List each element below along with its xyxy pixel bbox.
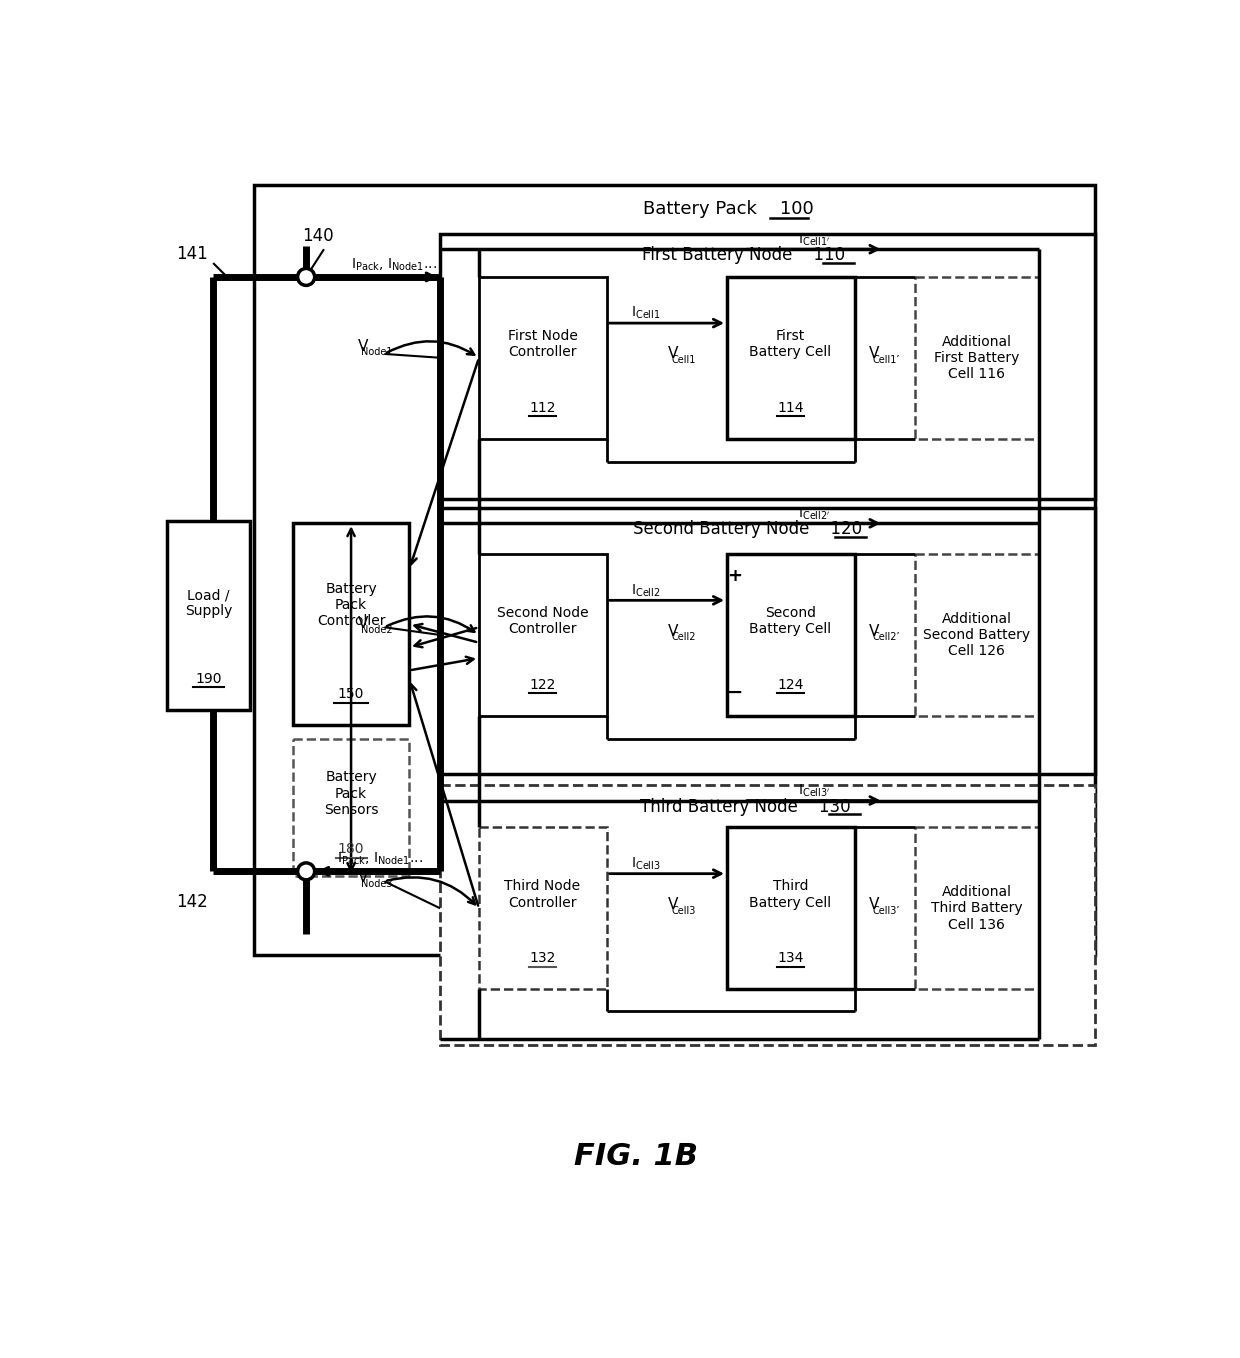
Text: V: V (357, 617, 368, 631)
Bar (166, 521, 250, 710)
Text: 124: 124 (777, 678, 804, 693)
Text: Cell1: Cell1 (671, 354, 696, 365)
Text: V: V (667, 346, 678, 361)
Text: Cell2’: Cell2’ (873, 633, 900, 642)
Text: Cell3: Cell3 (671, 906, 696, 915)
Bar (479, 554, 606, 716)
Text: First Node
Controller: First Node Controller (507, 329, 578, 359)
Text: −: − (727, 683, 743, 702)
Text: Battery
Pack
Sensors: Battery Pack Sensors (324, 770, 378, 816)
Text: Third
Battery Cell: Third Battery Cell (749, 880, 832, 910)
Text: 142: 142 (176, 894, 208, 911)
Text: Node3: Node3 (361, 879, 392, 888)
Text: V: V (357, 338, 368, 353)
Text: Additional
Third Battery
Cell 136: Additional Third Battery Cell 136 (931, 885, 1022, 932)
Text: 190: 190 (195, 672, 222, 686)
Bar (915, 554, 1039, 716)
Text: 180: 180 (337, 842, 365, 856)
Text: Third Node
Controller: Third Node Controller (505, 880, 580, 910)
Text: Cell1’: Cell1’ (873, 354, 900, 365)
Text: First Battery Node    110: First Battery Node 110 (642, 246, 846, 265)
Text: 150: 150 (337, 687, 365, 701)
Text: Additional
Second Battery
Cell 126: Additional Second Battery Cell 126 (923, 611, 1030, 659)
Text: Load /
Supply: Load / Supply (185, 588, 232, 618)
Text: Node2: Node2 (361, 625, 393, 634)
Text: Node1: Node1 (361, 348, 392, 357)
Bar (727, 827, 854, 989)
Text: I$_{\mathsf{Cell1'}}$: I$_{\mathsf{Cell1'}}$ (797, 232, 830, 249)
Text: Third Battery Node    130: Third Battery Node 130 (640, 797, 851, 816)
Text: V: V (667, 623, 678, 638)
Text: Battery
Pack
Controller: Battery Pack Controller (317, 581, 386, 629)
Bar (915, 277, 1039, 439)
Text: V: V (869, 898, 879, 913)
Text: I$_{\mathsf{Cell1}}$: I$_{\mathsf{Cell1}}$ (631, 306, 661, 322)
Bar (293, 523, 409, 725)
Bar (915, 827, 1039, 989)
Text: 141: 141 (176, 244, 208, 263)
Text: +: + (727, 566, 743, 585)
Bar (440, 785, 1095, 1046)
Text: Cell3’: Cell3’ (873, 906, 900, 915)
Text: I$_{\mathsf{Pack}}$, I$_{\mathsf{Node1}}$...: I$_{\mathsf{Pack}}$, I$_{\mathsf{Node1}}… (351, 257, 436, 273)
Text: I$_{\mathsf{Cell2}}$: I$_{\mathsf{Cell2}}$ (631, 583, 661, 599)
Text: I$_{\mathsf{Pack}}$, I$_{\mathsf{Node1}}$...: I$_{\mathsf{Pack}}$, I$_{\mathsf{Node1}}… (337, 851, 423, 868)
Bar (727, 277, 854, 439)
Text: I$_{\mathsf{Cell2'}}$: I$_{\mathsf{Cell2'}}$ (797, 507, 830, 523)
Text: FIG. 1B: FIG. 1B (573, 1142, 697, 1171)
Text: V: V (869, 346, 879, 361)
Text: Second Battery Node    120: Second Battery Node 120 (634, 520, 863, 539)
Text: Additional
First Battery
Cell 116: Additional First Battery Cell 116 (934, 334, 1019, 382)
Text: 112: 112 (529, 401, 556, 414)
Text: 132: 132 (529, 952, 556, 966)
Bar (479, 277, 606, 439)
Text: Second
Battery Cell: Second Battery Cell (749, 606, 832, 636)
Text: V: V (357, 870, 368, 885)
Text: Battery Pack    100: Battery Pack 100 (644, 200, 813, 219)
Text: V: V (869, 623, 879, 638)
Text: I$_{\mathsf{Cell3'}}$: I$_{\mathsf{Cell3'}}$ (797, 784, 830, 800)
Text: 140: 140 (301, 227, 334, 244)
Circle shape (298, 269, 315, 285)
Text: V: V (667, 898, 678, 913)
Text: 122: 122 (529, 678, 556, 693)
Circle shape (298, 862, 315, 880)
Text: First
Battery Cell: First Battery Cell (749, 329, 832, 359)
Text: 114: 114 (777, 401, 804, 414)
Text: Cell2: Cell2 (671, 633, 696, 642)
Bar (440, 508, 1095, 774)
Bar (293, 739, 409, 876)
Text: I$_{\mathsf{Cell3}}$: I$_{\mathsf{Cell3}}$ (631, 856, 661, 872)
Bar (727, 554, 854, 716)
Bar (254, 185, 1095, 955)
Bar (440, 234, 1095, 500)
Text: Second Node
Controller: Second Node Controller (497, 606, 588, 636)
Text: 134: 134 (777, 952, 804, 966)
Bar (479, 827, 606, 989)
